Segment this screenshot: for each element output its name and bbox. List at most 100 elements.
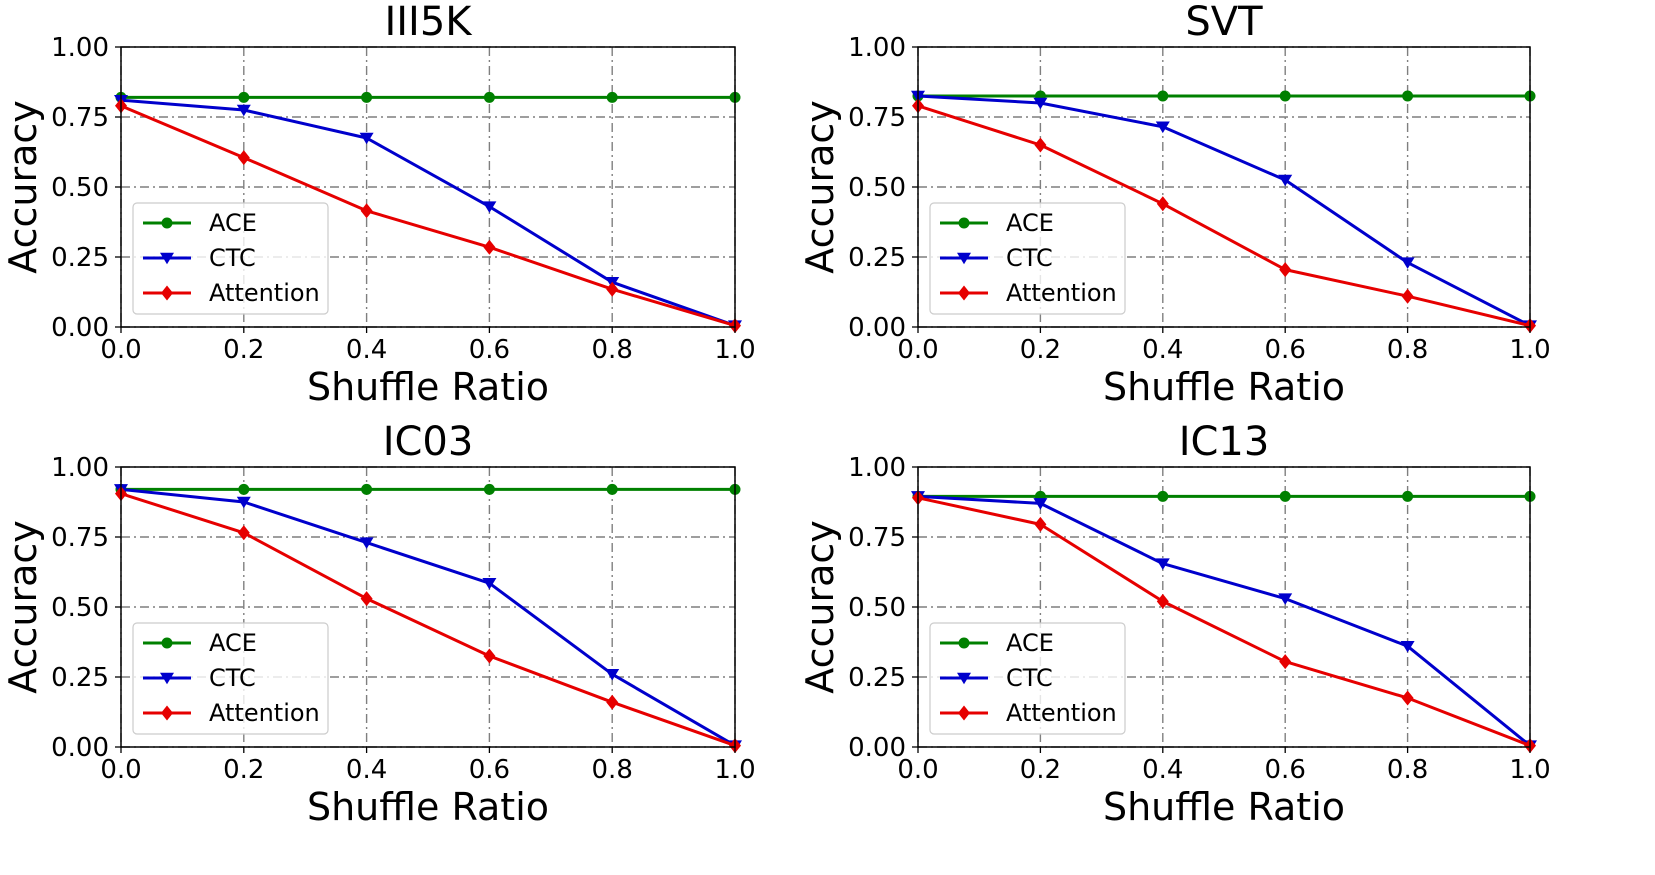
chart-title: IC13 [1179,419,1270,465]
x-tick-label: 0.8 [592,335,633,365]
data-point-attention [1279,262,1292,278]
x-tick-label: 0.6 [469,755,510,785]
data-point-ace [1279,490,1291,502]
data-point-ace [1279,90,1291,102]
x-tick-label: 0.2 [1020,755,1061,785]
data-point-ace [238,91,250,103]
y-tick-label: 1.00 [51,33,109,63]
x-tick-label: 0.0 [897,755,938,785]
data-point-attention [360,591,373,607]
data-point-attention [237,150,250,166]
legend-box [929,202,1126,315]
chart-panel-2: 0.0 0.2 0.4 0.6 0.8 1.0 0.00 0.25 0.50 0.75 1.00 SV… [798,0,1551,409]
y-tick-label: 1.00 [51,453,109,483]
y-tick-label: 0.50 [848,593,906,623]
data-point-ace [1157,490,1169,502]
legend-marker-ace [958,637,970,649]
y-tick-label: 0.25 [51,243,109,273]
data-point-ctc [605,668,620,681]
legend-label-attention: Attention [1006,699,1117,727]
series-line-ctc [120,98,736,328]
data-point-ctc [1400,640,1415,653]
series-line-ctc [120,487,736,747]
y-tick-label: 0.25 [848,243,906,273]
chart-title: IC03 [383,419,474,465]
y-tick-label: 1.00 [848,453,906,483]
legend-box [929,622,1126,735]
data-point-ctc [1155,558,1170,570]
data-point-ctc [236,496,251,509]
legend-label-ace: ACE [209,629,257,657]
y-tick-label: 0.25 [848,663,906,693]
series-line-attention [917,496,1531,747]
legend-label-attention: Attention [209,279,320,307]
legend-marker-attention [161,285,173,301]
data-point-ace [1402,490,1414,502]
data-point-ctc [359,537,374,549]
legend-label-ctc: CTC [1006,664,1053,692]
x-tick-label: 0.4 [346,335,387,365]
y-tick-label: 0.00 [848,313,906,343]
data-point-ctc [1278,174,1293,187]
x-tick-label: 0.4 [1142,755,1183,785]
legend-marker-ace [161,217,173,229]
y-tick-label: 0.50 [51,173,109,203]
chart-panel-3: 0.0 0.2 0.4 0.6 0.8 1.0 0.00 0.25 0.50 0.75 1.00 IC… [1,419,756,829]
data-point-attention [1401,690,1414,706]
data-point-ctc [1155,121,1170,134]
y-tick-label: 0.50 [848,173,906,203]
x-tick-label: 1.0 [714,755,755,785]
legend-marker-ctc [160,672,174,685]
legend-label-ctc: CTC [209,244,256,272]
x-tick-label: 0.0 [100,755,141,785]
y-tick-label: 0.00 [51,733,109,763]
legend-label-ctc: CTC [209,664,256,692]
x-tick-label: 0.4 [1142,335,1183,365]
data-point-ace [238,483,250,495]
legend-marker-ace [958,217,970,229]
data-point-ace [1402,90,1414,102]
data-point-ace [606,483,618,495]
chart-panel-4: 0.0 0.2 0.4 0.6 0.8 1.0 0.00 0.25 0.50 0.75 1.00 IC… [798,419,1551,829]
legend-label-ace: ACE [1006,629,1054,657]
data-point-attention [1401,288,1414,304]
x-axis-label: Shuffle Ratio [1103,365,1345,409]
legend-label-ace: ACE [1006,209,1054,237]
data-point-ctc [482,577,497,590]
y-tick-label: 0.00 [51,313,109,343]
y-axis-label: Accuracy [1,520,45,694]
legend-label-ace: ACE [209,209,257,237]
x-axis-label: Shuffle Ratio [1103,785,1345,829]
data-point-ace [361,483,373,495]
legend-marker-attention [161,705,173,721]
x-tick-label: 1.0 [1509,755,1550,785]
series-line-attention [120,492,736,748]
y-tick-label: 0.75 [51,523,109,553]
series-line-ctc [917,494,1531,747]
x-tick-label: 1.0 [1509,335,1550,365]
data-point-ctc [1278,593,1293,605]
legend-label-ctc: CTC [1006,244,1053,272]
data-point-attention [483,648,496,664]
y-tick-label: 0.75 [51,103,109,133]
data-point-ctc [359,132,374,145]
legend-marker-attention [958,285,970,301]
x-tick-label: 0.8 [1387,755,1428,785]
y-tick-label: 1.00 [848,33,906,63]
legend-box [132,622,329,735]
data-point-ace [483,91,495,103]
x-tick-label: 0.2 [223,335,264,365]
data-point-attention [360,203,373,219]
x-axis-label: Shuffle Ratio [307,785,549,829]
legend-marker-ace [161,637,173,649]
legend-box [132,202,329,315]
data-point-ctc [236,104,251,117]
x-tick-label: 0.6 [1265,755,1306,785]
x-tick-label: 0.8 [1387,335,1428,365]
data-point-attention [1279,654,1292,670]
data-point-attention [1034,137,1047,153]
data-point-ctc [1033,498,1048,510]
data-point-attention [483,239,496,255]
legend-marker-attention [958,705,970,721]
